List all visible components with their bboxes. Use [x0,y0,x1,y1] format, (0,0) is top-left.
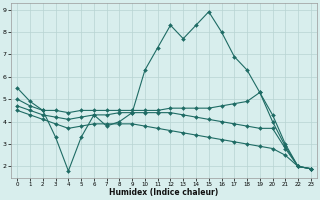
X-axis label: Humidex (Indice chaleur): Humidex (Indice chaleur) [109,188,219,197]
